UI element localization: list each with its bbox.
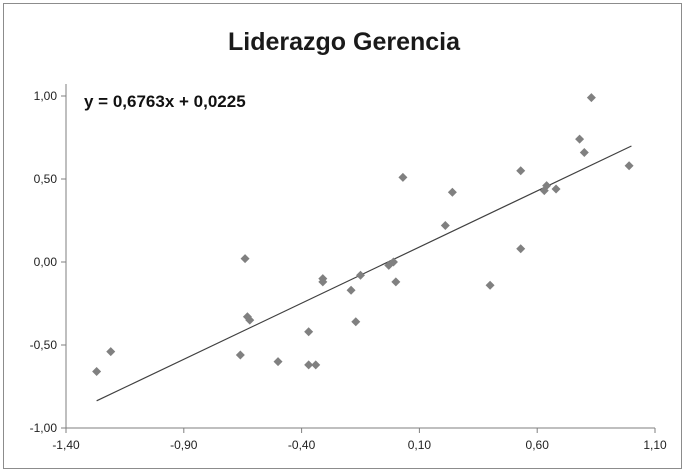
- y-tick-label: 0,00: [34, 255, 58, 269]
- data-point: [579, 147, 589, 157]
- y-tick-label: 0,50: [34, 172, 58, 186]
- data-points: [92, 93, 634, 377]
- data-point: [273, 357, 283, 367]
- trendline: [96, 145, 632, 402]
- data-point: [391, 277, 401, 287]
- y-tick-label: 1,00: [34, 89, 58, 103]
- x-tick-label: -0,40: [288, 438, 316, 452]
- data-point: [440, 220, 450, 230]
- data-point: [304, 327, 314, 337]
- y-tick-label: -1,00: [30, 421, 58, 435]
- x-tick-label: 0,10: [408, 438, 432, 452]
- tick-labels: -1,00 -0,50 0,00 0,50 1,00 -1,40 -0,90 -0,40 0,1…: [30, 89, 667, 452]
- data-point: [516, 166, 526, 176]
- x-tick-label: 0,60: [526, 438, 550, 452]
- data-point: [240, 254, 250, 264]
- data-point: [351, 317, 361, 327]
- x-tick-label: 1,10: [643, 438, 667, 452]
- trendline-group: [96, 145, 632, 402]
- trendline-equation: y = 0,6763x + 0,0225: [84, 92, 246, 111]
- data-point: [516, 244, 526, 254]
- data-point: [106, 347, 116, 357]
- data-point: [318, 277, 328, 287]
- data-point: [551, 184, 561, 194]
- data-point: [624, 161, 634, 171]
- data-point: [235, 350, 245, 360]
- axes: [61, 84, 656, 433]
- x-tick-label: -1,40: [52, 438, 80, 452]
- data-point: [575, 134, 585, 144]
- x-tick-label: -0,90: [170, 438, 198, 452]
- data-point: [447, 187, 457, 197]
- data-point: [311, 360, 321, 370]
- data-point: [356, 270, 365, 280]
- data-point: [304, 360, 314, 370]
- data-point: [485, 280, 495, 290]
- data-point: [398, 172, 408, 182]
- data-point: [388, 257, 398, 267]
- data-point: [92, 367, 102, 377]
- data-point: [542, 181, 552, 191]
- y-tick-label: -0,50: [30, 338, 58, 352]
- data-point: [346, 285, 356, 295]
- chart-title: Liderazgo Gerencia: [228, 28, 461, 56]
- data-point: [586, 93, 596, 103]
- data-point: [245, 315, 255, 325]
